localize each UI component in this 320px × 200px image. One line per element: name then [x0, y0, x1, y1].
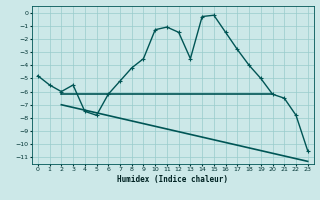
X-axis label: Humidex (Indice chaleur): Humidex (Indice chaleur): [117, 175, 228, 184]
